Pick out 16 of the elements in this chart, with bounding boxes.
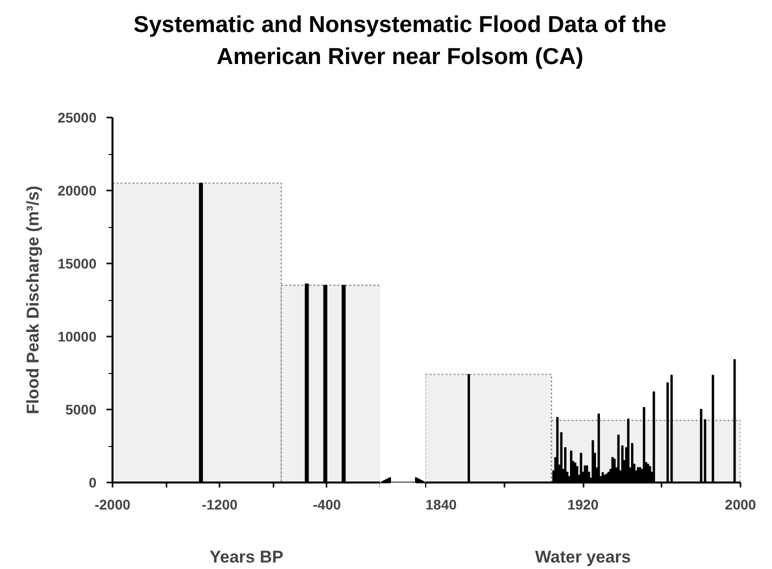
y-tick-label: 10000 [58,328,97,344]
x-tick-label: 1840 [426,496,457,512]
x-tick-label: -2000 [94,496,131,512]
y-tick-label: 25000 [58,110,97,126]
x-tick-label: 2000 [724,496,756,512]
x-tick-label: -1200 [202,496,238,512]
y-tick-label: 0 [88,474,97,490]
x-axis-title: Water years [535,548,631,566]
y-tick-label: 5000 [65,402,97,418]
x-axis-title: Years BP [210,548,284,566]
y-tick-label: 20000 [58,182,97,198]
x-tick-label: -400 [312,496,342,512]
chart-title: Systematic and Nonsystematic Flood Data of the American River near Folsom (CA) [132,10,668,72]
y-tick-label: 15000 [58,256,97,272]
x-tick-label: 1920 [567,496,599,512]
y-axis-title: Flood Peak Discharge (m³/s) [24,186,43,414]
